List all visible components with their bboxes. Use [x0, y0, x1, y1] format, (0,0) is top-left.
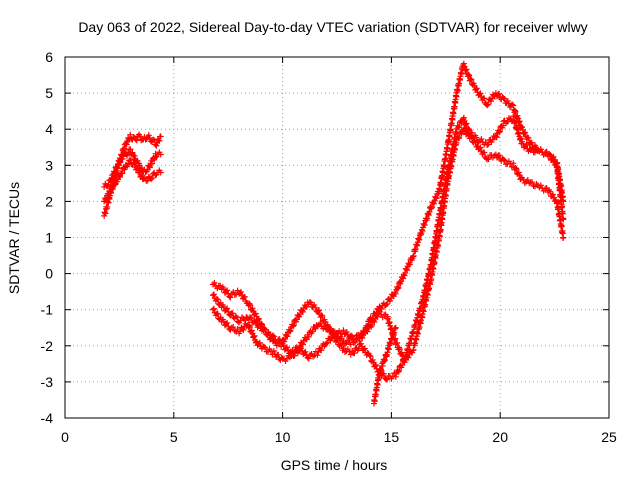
- y-tick-label: 3: [45, 157, 53, 173]
- x-tick-label: 5: [170, 429, 178, 445]
- x-tick-label: 25: [601, 429, 617, 445]
- data-point: [153, 143, 159, 149]
- sdtvar-chart: Day 063 of 2022, Sidereal Day-to-day VTE…: [0, 0, 640, 480]
- data-point: [314, 352, 320, 358]
- y-tick-label: 4: [45, 121, 53, 137]
- y-tick-label: -3: [41, 374, 54, 390]
- x-tick-label: 15: [384, 429, 400, 445]
- x-tick-label: 0: [61, 429, 69, 445]
- y-tick-label: -2: [41, 338, 54, 354]
- data-point: [211, 291, 217, 297]
- data-points: [101, 61, 566, 407]
- x-tick-label: 10: [275, 429, 291, 445]
- y-tick-label: 1: [45, 230, 53, 246]
- x-axis-label: GPS time / hours: [281, 457, 388, 473]
- y-tick-label: -1: [41, 302, 54, 318]
- y-tick-label: -4: [41, 410, 54, 426]
- data-point: [211, 306, 217, 312]
- data-point: [560, 235, 566, 241]
- tick-labels: 0 5 10 15 20 25 -4 -3 -2 -1 0 1 2 3 4 5 6: [41, 49, 617, 445]
- y-tick-label: 0: [45, 266, 53, 282]
- x-tick-label: 20: [492, 429, 508, 445]
- y-tick-label: 2: [45, 193, 53, 209]
- y-tick-label: 6: [45, 49, 53, 65]
- y-tick-label: 5: [45, 85, 53, 101]
- grid-lines: [65, 57, 609, 418]
- y-axis-label: SDTVAR / TECUs: [6, 182, 22, 294]
- chart-title: Day 063 of 2022, Sidereal Day-to-day VTE…: [78, 19, 587, 35]
